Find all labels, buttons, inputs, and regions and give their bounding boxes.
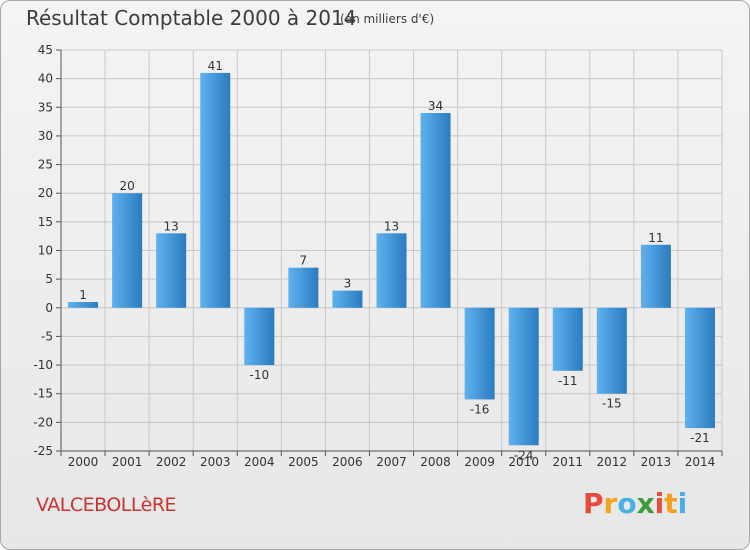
y-tick-label: 40 [38, 72, 53, 86]
x-tick-label: 2000 [68, 455, 99, 469]
y-tick-label: -25 [33, 444, 53, 458]
value-label: -16 [470, 402, 490, 416]
bar [200, 72, 231, 308]
y-tick-label: -20 [33, 415, 53, 429]
x-tick-label: 2007 [376, 455, 407, 469]
y-tick-label: 15 [38, 215, 53, 229]
value-label: 1 [79, 288, 87, 302]
value-label: -11 [558, 374, 578, 388]
bar [112, 193, 143, 308]
proxiti-logo: Proxiti [583, 487, 687, 520]
bar [640, 244, 671, 308]
x-tick-label: 2009 [464, 455, 495, 469]
y-tick-label: 35 [38, 100, 53, 114]
logo-letter: i [654, 487, 665, 520]
value-label: 7 [300, 254, 308, 268]
logo-letter: i [677, 487, 688, 520]
value-label: -21 [690, 431, 710, 445]
bar [596, 307, 627, 394]
y-tick-label: 30 [38, 129, 53, 143]
value-label: 3 [344, 277, 352, 291]
value-label: 11 [648, 231, 663, 245]
bar [464, 307, 495, 400]
value-label: -10 [249, 368, 269, 382]
y-tick-label: 0 [45, 301, 53, 315]
value-label: 13 [164, 219, 179, 233]
x-tick-label: 2003 [200, 455, 231, 469]
x-tick-label: 2014 [685, 455, 716, 469]
y-tick-label: 20 [38, 186, 53, 200]
bar [508, 307, 539, 446]
logo-letter: x [636, 487, 655, 520]
y-tick-label: 10 [38, 244, 53, 258]
axes: -25 -20 -15 -10 -5 0 5 10 15 20 25 30 35 40 45 2000 2001… [33, 43, 723, 469]
x-tick-label: 2001 [112, 455, 143, 469]
bar [288, 267, 319, 308]
commune-name: VALCEBOLLèRE [36, 494, 177, 516]
bar [156, 233, 187, 308]
bar [244, 307, 275, 366]
logo-letter: r [603, 487, 618, 520]
data-labels: 1 20 13 41 -10 7 3 13 34 -16 -24 -11 -15 11 -21 [79, 59, 710, 462]
bar [376, 233, 407, 308]
x-tick-label: 2010 [508, 455, 539, 469]
x-tick-label: 2012 [597, 455, 628, 469]
chart-subtitle: (en milliers d'€) [340, 12, 435, 26]
value-label: -15 [602, 397, 622, 411]
value-label: 20 [119, 179, 134, 193]
bar [552, 307, 583, 371]
x-tick-label: 2004 [244, 455, 275, 469]
y-tick-label: 25 [38, 158, 53, 172]
logo-letter: o [617, 487, 637, 520]
chart-title: Résultat Comptable 2000 à 2014 [26, 6, 357, 30]
bar [684, 307, 715, 429]
x-tick-label: 2011 [552, 455, 583, 469]
bar [332, 290, 363, 308]
logo-letter: P [583, 487, 604, 520]
value-label: -24 [514, 448, 534, 462]
x-tick-label: 2005 [288, 455, 319, 469]
y-tick-label: 45 [38, 43, 53, 57]
logo-letter: t [664, 487, 678, 520]
bar [68, 302, 99, 308]
y-tick-label: -15 [33, 387, 53, 401]
x-tick-label: 2013 [641, 455, 672, 469]
bar [420, 113, 451, 308]
y-tick-label: 5 [45, 272, 53, 286]
y-tick-label: -10 [33, 358, 53, 372]
y-tick-label: -5 [41, 329, 53, 343]
bars [68, 72, 715, 446]
x-tick-label: 2006 [332, 455, 363, 469]
value-label: 41 [208, 59, 223, 73]
x-tick-label: 2002 [156, 455, 187, 469]
value-label: 34 [428, 99, 443, 113]
x-tick-label: 2008 [420, 455, 451, 469]
value-label: 13 [384, 219, 399, 233]
